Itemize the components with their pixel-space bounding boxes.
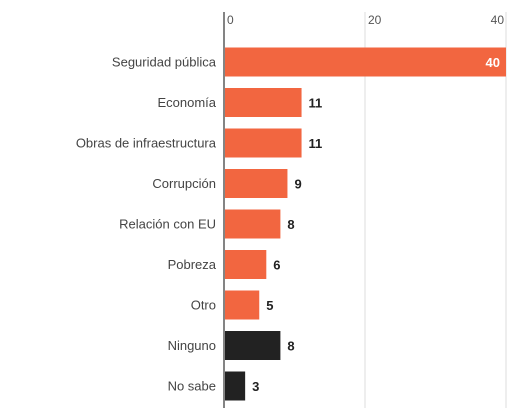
category-label: Relación con EU bbox=[119, 217, 216, 232]
category-label: Pobreza bbox=[168, 257, 217, 272]
category-label: Economía bbox=[157, 95, 216, 110]
category-label: Corrupción bbox=[152, 176, 216, 191]
bar bbox=[225, 371, 246, 401]
category-label: Obras de infraestructura bbox=[76, 136, 217, 151]
bar bbox=[225, 331, 281, 360]
value-label: 8 bbox=[287, 217, 294, 232]
category-label: Seguridad pública bbox=[112, 55, 217, 70]
bar bbox=[225, 47, 506, 77]
category-label: No sabe bbox=[168, 379, 216, 394]
category-label: Otro bbox=[191, 298, 216, 313]
value-label: 6 bbox=[273, 258, 280, 273]
bar bbox=[225, 169, 288, 198]
bar bbox=[225, 209, 281, 239]
tick-labels: 0 20 40 bbox=[227, 13, 504, 27]
category-labels: Seguridad pública Economía Obras de infrae… bbox=[76, 55, 217, 394]
bar bbox=[225, 88, 302, 117]
tick-label: 0 bbox=[227, 13, 234, 27]
bar bbox=[225, 128, 302, 158]
value-labels: 40 11 11 9 8 6 5 8 3 bbox=[252, 55, 500, 394]
value-label: 5 bbox=[266, 298, 273, 313]
value-label: 11 bbox=[309, 136, 323, 151]
category-label: Ninguno bbox=[168, 338, 216, 353]
value-label: 40 bbox=[486, 55, 500, 70]
tick-label: 20 bbox=[368, 13, 382, 27]
value-label: 3 bbox=[252, 379, 259, 394]
gridlines bbox=[364, 12, 507, 408]
value-label: 9 bbox=[294, 177, 301, 192]
value-label: 11 bbox=[309, 96, 323, 111]
value-label: 8 bbox=[287, 339, 294, 354]
bar bbox=[225, 250, 267, 279]
bars bbox=[225, 47, 506, 401]
tick-label: 40 bbox=[491, 13, 505, 27]
bar bbox=[225, 290, 260, 320]
